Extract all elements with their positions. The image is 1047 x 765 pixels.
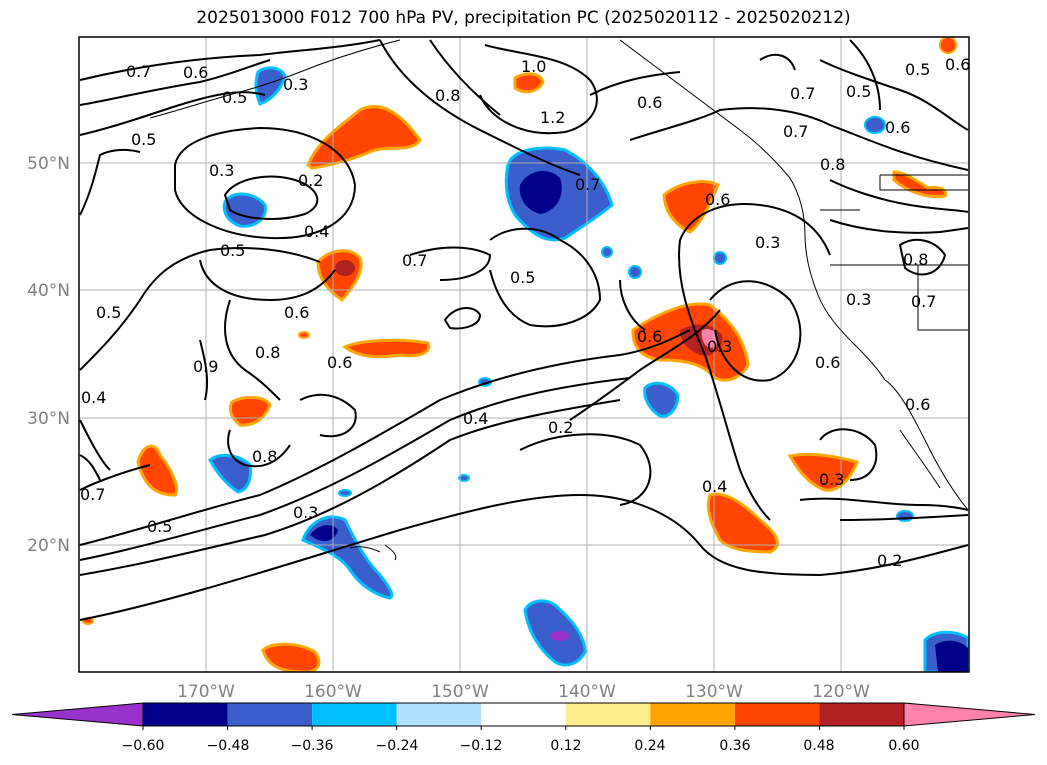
contour-label: 0.5: [846, 82, 871, 101]
colorbar-segment: [565, 703, 651, 726]
contour-label: 0.4: [463, 409, 488, 428]
contour-label: 0.7: [402, 251, 427, 270]
contour-label: 0.6: [885, 118, 910, 137]
contour-label: 0.2: [877, 551, 902, 570]
lon-label: 140°W: [558, 682, 616, 702]
colorbar-tick-label: −0.12: [460, 738, 503, 754]
contour-label: 0.3: [283, 75, 308, 94]
contour-label: 0.7: [911, 292, 936, 311]
lon-label: 130°W: [685, 682, 743, 702]
lon-label: 160°W: [304, 682, 362, 702]
contour-label: 0.3: [755, 233, 780, 252]
colorbar-segment: [312, 703, 397, 726]
colorbar-tick-label: 0.24: [634, 738, 665, 754]
contour-label: 1.0: [521, 57, 546, 76]
contour-label: 0.6: [637, 93, 662, 112]
colorbar-extend-high: [903, 702, 1036, 727]
longitude-labels: 170°W 160°W 150°W 140°W 130°W 120°W: [177, 682, 870, 702]
contour-label: 0.6: [284, 303, 309, 322]
contour-label: 0.5: [220, 241, 245, 260]
contour-label: 0.5: [147, 517, 172, 536]
colorbar-tick-label: 0.12: [550, 738, 581, 754]
contour-label: 0.5: [222, 88, 247, 107]
lon-label: 120°W: [812, 682, 870, 702]
contour-label: 0.8: [252, 447, 277, 466]
colorbar-segment: [650, 703, 735, 726]
map-frame: [78, 36, 970, 673]
colorbar-labels: −0.60 −0.48 −0.36 −0.24 −0.12 0.12 0.24 …: [122, 738, 920, 754]
contour-label: 0.5: [905, 60, 930, 79]
contour-label: 0.2: [548, 418, 573, 437]
colorbar: [11, 702, 1036, 730]
contour-labels: 0.7 0.6 0.5 0.3 1.0 1.2 0.8 0.6 0.7 0.5 …: [80, 55, 970, 570]
coastlines: [149, 39, 969, 561]
colorbar-tick-label: 0.48: [803, 738, 834, 754]
contour-label: 0.3: [209, 161, 234, 180]
contour-label: 0.5: [510, 268, 535, 287]
colorbar-tick-label: 0.36: [719, 738, 750, 754]
contour-label: 0.6: [905, 395, 930, 414]
colorbar-segment: [227, 703, 313, 726]
contour-label: 0.5: [131, 130, 156, 149]
contour-label: 0.3: [846, 290, 871, 309]
lat-label: 30°N: [27, 409, 70, 429]
contour-label: 0.7: [126, 62, 151, 81]
colorbar-segment: [819, 703, 904, 726]
contour-label: 0.4: [304, 222, 329, 241]
contour-label: 0.4: [702, 477, 727, 496]
colorbar-segment: [734, 703, 820, 726]
lat-label: 40°N: [27, 281, 70, 301]
latitude-labels: 50°N 40°N 30°N 20°N: [27, 154, 70, 556]
colorbar-segment: [143, 703, 228, 726]
contour-label: 1.2: [540, 108, 565, 127]
contour-label: 0.6: [945, 55, 970, 74]
contour-label: 0.6: [637, 327, 662, 346]
contour-label: 0.6: [183, 63, 208, 82]
map-panel: 0.7 0.6 0.5 0.3 1.0 1.2 0.8 0.6 0.7 0.5 …: [79, 37, 970, 672]
grid-lines: [79, 37, 969, 672]
contour-label: 0.6: [705, 190, 730, 209]
colorbar-segment: [481, 703, 566, 726]
contour-label: 0.3: [293, 503, 318, 522]
lat-label: 50°N: [27, 154, 70, 174]
contour-label: 0.6: [815, 353, 840, 372]
contour-label: 0.7: [790, 84, 815, 103]
contour-label: 0.7: [575, 175, 600, 194]
contour-label: 0.3: [819, 470, 844, 489]
colorbar-segment: [396, 703, 482, 726]
contour-label: 0.7: [783, 122, 808, 141]
contour-label: 0.8: [255, 343, 280, 362]
precip-negative: [208, 66, 969, 672]
lon-label: 170°W: [177, 682, 235, 702]
colorbar-extend-low: [11, 702, 144, 727]
colorbar-outline: [142, 702, 905, 727]
contour-label: 0.7: [80, 485, 105, 504]
colorbar-tick-label: −0.48: [207, 738, 250, 754]
lat-label: 20°N: [27, 536, 70, 556]
contour-label: 0.8: [903, 250, 928, 269]
pv-contours: [79, 39, 969, 621]
contour-label: 0.8: [820, 155, 845, 174]
contour-label: 0.2: [298, 171, 323, 190]
contour-label: 0.3: [707, 337, 732, 356]
contour-label: 0.9: [193, 357, 218, 376]
contour-label: 0.6: [327, 353, 352, 372]
colorbar-tick-label: −0.36: [291, 738, 334, 754]
colorbar-tick-label: 0.60: [888, 738, 919, 754]
contour-label: 0.8: [435, 86, 460, 105]
colorbar-tick-label: −0.24: [376, 738, 419, 754]
contour-label: 0.4: [81, 388, 106, 407]
colorbar-tick-label: −0.60: [122, 738, 165, 754]
contour-label: 0.5: [96, 303, 121, 322]
lon-label: 150°W: [431, 682, 489, 702]
map-title: 2025013000 F012 700 hPa PV, precipitatio…: [196, 8, 851, 28]
